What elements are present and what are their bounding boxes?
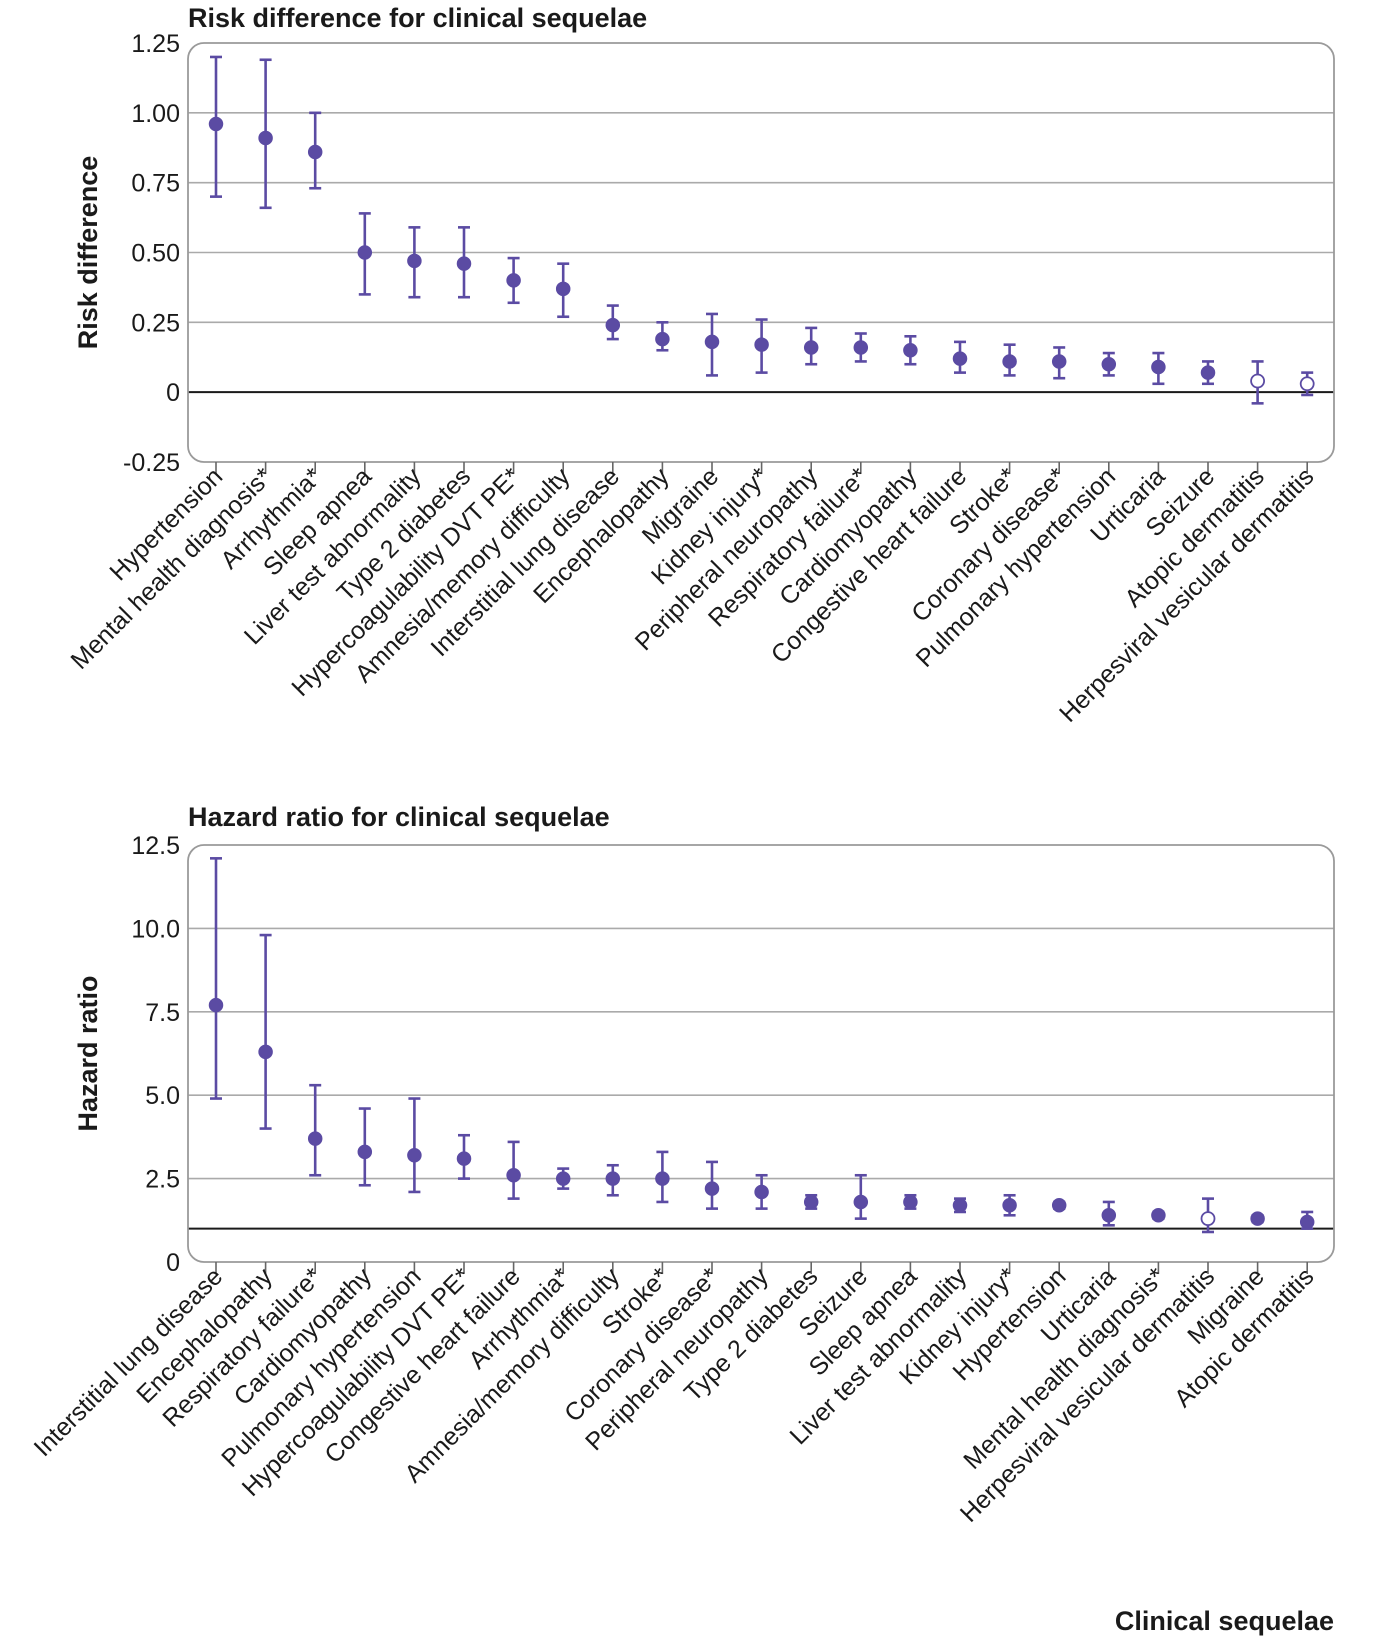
data-point xyxy=(1200,365,1216,380)
data-point xyxy=(407,1147,422,1163)
data-point xyxy=(357,1144,373,1160)
y-tick-label: 0.75 xyxy=(131,170,180,198)
y-tick-label: 10.0 xyxy=(131,915,180,943)
data-point xyxy=(655,331,670,347)
y-tick-label: 0 xyxy=(166,1249,180,1277)
data-point xyxy=(1151,359,1166,375)
data-point xyxy=(605,317,621,333)
risk-difference-chart: Risk difference for clinical sequelae Ris… xyxy=(65,3,1335,728)
data-point xyxy=(1250,1211,1265,1226)
data-point xyxy=(456,1151,472,1166)
data-point xyxy=(704,1181,720,1196)
data-point xyxy=(208,116,224,132)
y-tick-label: 0 xyxy=(166,379,180,407)
y-axis-label: Hazard ratio xyxy=(73,975,103,1131)
y-tick-label: 12.5 xyxy=(131,832,180,860)
data-point xyxy=(853,340,869,355)
data-point xyxy=(903,1194,918,1210)
data-point xyxy=(952,1198,968,1213)
chart-title: Hazard ratio for clinical sequelae xyxy=(188,802,610,832)
data-point xyxy=(1250,373,1265,389)
data-point xyxy=(357,245,373,260)
data-point xyxy=(903,343,918,358)
data-point xyxy=(754,1184,769,1200)
data-point xyxy=(1200,1211,1216,1227)
data-point xyxy=(307,144,323,160)
hazard-ratio-chart: Hazard ratio for clinical sequelae Hazard… xyxy=(29,802,1335,1636)
error-bar xyxy=(259,933,272,1130)
y-tick-label: 1.00 xyxy=(131,100,180,128)
data-point xyxy=(605,1171,621,1186)
data-point xyxy=(1299,1214,1315,1230)
data-point xyxy=(704,334,720,350)
data-point xyxy=(803,340,819,355)
x-tick-label: Mental health diagnosis* xyxy=(65,462,278,675)
data-point xyxy=(258,1044,273,1060)
chart-title: Risk difference for clinical sequelae xyxy=(188,3,647,33)
data-point xyxy=(506,1168,521,1183)
data-point xyxy=(555,1171,571,1186)
error-bar xyxy=(309,1083,322,1177)
data-point xyxy=(407,253,422,269)
data-point xyxy=(952,351,968,366)
data-point xyxy=(1051,1198,1067,1213)
y-axis-label: Risk difference xyxy=(73,156,103,350)
data-point xyxy=(1002,1198,1017,1213)
data-point xyxy=(655,1171,670,1186)
data-point xyxy=(853,1194,869,1210)
data-point xyxy=(754,337,769,352)
y-tick-label: 0.25 xyxy=(131,309,180,337)
y-tick-label: 2.5 xyxy=(145,1166,180,1194)
y-tick-label: -0.25 xyxy=(123,449,180,477)
y-tick-label: 0.50 xyxy=(131,240,180,268)
y-tick-label: 7.5 xyxy=(145,999,180,1027)
data-point xyxy=(1151,1208,1166,1223)
data-point xyxy=(1101,1208,1117,1223)
y-tick-label: 5.0 xyxy=(145,1082,180,1110)
data-point xyxy=(307,1131,323,1146)
data-point xyxy=(1101,356,1117,372)
data-point xyxy=(1299,376,1315,392)
data-point xyxy=(208,997,224,1013)
data-point xyxy=(1051,354,1067,369)
x-tick-label: Interstitial lung disease xyxy=(29,1262,229,1462)
data-point xyxy=(1002,354,1017,369)
data-point xyxy=(258,130,273,146)
error-bar xyxy=(408,1097,421,1194)
data-point xyxy=(456,256,472,271)
error-bar xyxy=(210,857,222,1100)
x-axis-label: Clinical sequelae xyxy=(1115,1606,1334,1636)
data-point xyxy=(803,1194,819,1210)
data-point xyxy=(506,273,521,288)
data-point xyxy=(555,281,571,297)
y-tick-label: 1.25 xyxy=(131,30,180,58)
